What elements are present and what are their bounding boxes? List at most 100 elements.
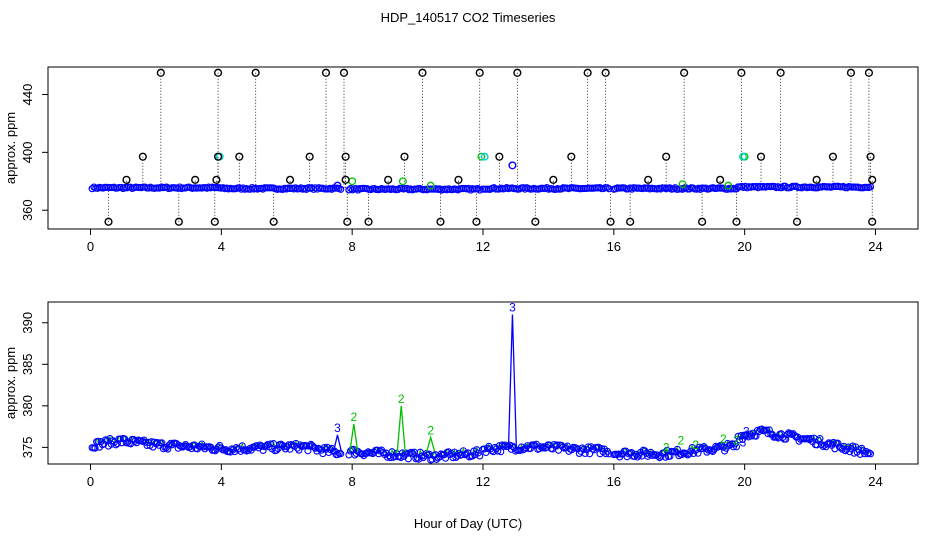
outlier-point [475, 68, 484, 77]
data-point [782, 435, 790, 443]
spike-line [396, 405, 406, 452]
spike-label: 2 [427, 423, 434, 437]
outlier-point [305, 152, 314, 161]
y-tick-label: 380 [20, 395, 35, 417]
x-axis-label: Hour of Day (UTC) [414, 516, 522, 531]
data-point [358, 450, 366, 458]
spike-line [507, 314, 518, 448]
outlier-point [495, 152, 504, 161]
y-tick-label: 390 [20, 312, 35, 334]
data-point [746, 430, 754, 438]
outlier-point [698, 217, 707, 226]
outlier-point [341, 175, 350, 184]
x-tick-label: 20 [737, 239, 751, 254]
outlier-point-green [477, 152, 486, 161]
outlier-point [583, 68, 592, 77]
bottom-panel-ylabel: approx. ppm [3, 347, 18, 419]
outlier-point [454, 175, 463, 184]
point-label: 3 [740, 435, 747, 449]
figure-title: HDP_140517 CO2 Timeseries [381, 10, 556, 25]
data-point [407, 448, 415, 456]
outlier-point [104, 217, 113, 226]
outlier-point [213, 152, 223, 161]
outlier-point [339, 68, 349, 77]
data-point [273, 446, 281, 454]
data-point [829, 438, 837, 446]
data-point [867, 450, 875, 458]
outlier-point [812, 175, 821, 184]
x-tick-label: 16 [607, 239, 621, 254]
outlier-point-green [398, 177, 407, 186]
data-point [159, 445, 167, 453]
x-tick-label: 16 [607, 474, 621, 489]
data-point [661, 453, 670, 461]
x-tick-label: 4 [218, 474, 225, 489]
data-point [267, 440, 275, 448]
data-point [116, 435, 124, 443]
top-panel: approx. ppm 0 4 8 12 16 20 24 360 400 440 [3, 66, 919, 254]
data-point [732, 443, 741, 451]
outlier-point [549, 175, 558, 184]
data-point [559, 443, 567, 451]
data-point [807, 434, 815, 442]
data-point [650, 450, 658, 458]
data-point [864, 450, 872, 458]
outlier-point-cyan [739, 152, 748, 161]
x-tick-label: 0 [87, 239, 94, 254]
top-panel-axes: 0 4 8 12 16 20 24 360 400 440 [20, 84, 883, 254]
point-label: 3 [743, 425, 750, 439]
outlier-point [868, 175, 877, 184]
data-point [846, 448, 854, 456]
x-tick-label: 0 [87, 474, 94, 489]
outlier-point [436, 217, 445, 226]
top-panel-marks [88, 68, 877, 226]
data-point [516, 446, 524, 455]
data-point [865, 449, 873, 457]
data-point [422, 450, 430, 458]
outlier-point [531, 217, 540, 226]
data-point [91, 444, 99, 452]
outlier-point [400, 152, 409, 161]
outlier-point [269, 217, 278, 226]
data-point [581, 449, 589, 458]
data-point [262, 442, 270, 450]
point-label: 2 [692, 438, 699, 452]
data-point [605, 185, 613, 193]
outlier-point-green [426, 181, 435, 190]
y-tick-label: 400 [20, 141, 35, 163]
spike-line [426, 434, 436, 452]
outlier-point [567, 152, 576, 161]
data-point [304, 447, 312, 455]
spike-label: 2 [398, 392, 405, 406]
outlier-point [846, 68, 856, 77]
point-label: 2 [733, 434, 740, 448]
data-point [584, 443, 592, 451]
outlier-point [868, 217, 877, 226]
outlier-point [251, 68, 260, 77]
x-tick-label: 8 [349, 239, 356, 254]
data-point [849, 442, 857, 450]
data-point [866, 183, 875, 191]
outlier-point [626, 217, 635, 226]
outlier-point [732, 217, 741, 226]
outlier-point [174, 217, 183, 226]
x-tick-label: 4 [218, 239, 225, 254]
outlier-point-green [348, 177, 357, 186]
outlier-point [384, 175, 393, 184]
outlier-point [138, 152, 147, 161]
y-tick-label: 360 [20, 199, 35, 221]
outlier-point [513, 68, 522, 77]
data-point [164, 445, 172, 453]
outlier-point [662, 152, 671, 161]
outlier-point [680, 68, 689, 77]
y-tick-label: 375 [20, 437, 35, 459]
data-point [373, 446, 381, 454]
data-point [497, 448, 505, 456]
outlier-point [212, 175, 221, 184]
outlier-point [321, 68, 331, 77]
outlier-point [341, 152, 350, 161]
data-point [474, 184, 482, 193]
outlier-point [364, 217, 373, 226]
point-label: 2 [663, 440, 670, 454]
